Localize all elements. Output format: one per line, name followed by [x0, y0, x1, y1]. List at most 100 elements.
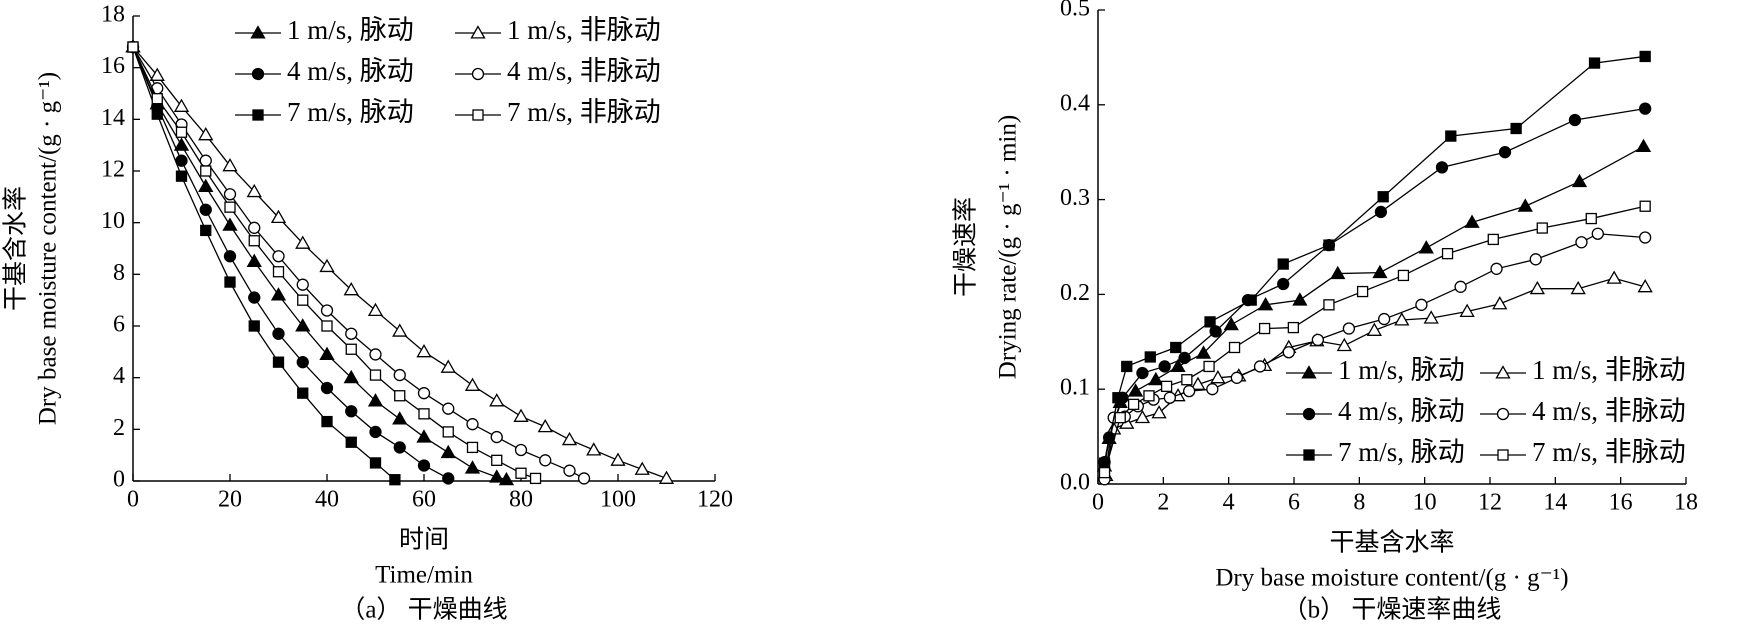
marker [1143, 390, 1155, 402]
marker [246, 183, 262, 198]
marker [295, 235, 311, 249]
legend-marker [1497, 449, 1509, 461]
marker [200, 165, 212, 177]
marker [1342, 322, 1356, 335]
marker [367, 393, 384, 407]
marker [1635, 138, 1652, 153]
marker [222, 217, 238, 231]
marker [1245, 294, 1257, 306]
marker [175, 154, 188, 167]
x-tick-label: 4 [1223, 490, 1235, 516]
x-tick-label: 0 [1092, 490, 1104, 516]
marker [442, 426, 454, 438]
marker [1190, 376, 1206, 390]
marker [442, 402, 455, 415]
marker [1151, 405, 1167, 419]
marker [1378, 312, 1391, 326]
x-tick-label: 0 [127, 487, 139, 513]
marker [1210, 370, 1226, 384]
marker [1203, 360, 1215, 373]
marker [491, 454, 503, 466]
marker [464, 377, 481, 391]
marker [1228, 341, 1241, 354]
marker [1570, 280, 1586, 295]
marker [345, 327, 358, 340]
marker [1606, 270, 1622, 284]
marker [490, 430, 503, 444]
marker [1490, 262, 1503, 275]
marker [1639, 102, 1652, 115]
marker [1257, 297, 1274, 311]
marker [369, 457, 382, 469]
marker [417, 459, 431, 472]
marker [248, 320, 260, 332]
marker [149, 67, 165, 81]
marker [272, 356, 285, 368]
x-tick-label: 20 [218, 487, 242, 513]
marker [1148, 371, 1164, 386]
y-tick-label: 2 [113, 415, 125, 441]
x-tick-label: 10 [1413, 490, 1437, 516]
marker [297, 387, 309, 399]
marker [1258, 322, 1271, 335]
marker [1415, 298, 1428, 311]
marker [1121, 360, 1133, 373]
y-tick-label: 16 [101, 53, 125, 79]
marker [1336, 337, 1352, 352]
marker [272, 327, 285, 340]
y-tick-label: 0.2 [1060, 280, 1090, 306]
marker [127, 41, 139, 53]
marker [173, 98, 190, 112]
marker [248, 235, 260, 247]
marker [343, 282, 359, 296]
marker [246, 253, 262, 267]
marker [272, 266, 285, 278]
marker [1206, 383, 1219, 396]
x-tick-label: 14 [1543, 490, 1567, 516]
y-tick-label: 0.3 [1060, 185, 1090, 211]
marker [1585, 212, 1597, 225]
marker [1182, 384, 1196, 398]
marker [272, 250, 285, 263]
x-axis-label: 干基含水率 [1329, 529, 1454, 557]
marker [295, 318, 311, 332]
y-tick-label: 12 [101, 157, 125, 183]
marker [343, 369, 359, 384]
marker [175, 170, 188, 182]
legend-label: 1 m/s, 非脉动 [507, 15, 661, 45]
marker [1571, 173, 1588, 188]
marker [515, 467, 527, 479]
marker [1287, 321, 1299, 334]
marker [464, 460, 481, 474]
y-tick-label: 6 [113, 312, 125, 338]
marker [1127, 398, 1140, 411]
marker [586, 442, 602, 456]
marker [223, 188, 237, 201]
y-tick-label: 0.1 [1060, 375, 1090, 401]
legend-label: 1 m/s, 脉动 [287, 15, 414, 45]
marker [1204, 316, 1216, 328]
y-tick-label: 18 [101, 2, 125, 28]
legend-marker [1302, 407, 1316, 421]
marker [1170, 358, 1186, 372]
marker [561, 431, 578, 446]
legend-label: 1 m/s, 非脉动 [1532, 355, 1686, 385]
marker [1529, 280, 1545, 295]
x-tick-label: 8 [1353, 490, 1365, 516]
legend-marker [472, 109, 484, 121]
marker [1323, 299, 1335, 311]
marker [1492, 296, 1508, 310]
marker [369, 369, 382, 381]
marker [1323, 239, 1335, 251]
marker [1394, 312, 1410, 326]
marker [1372, 264, 1388, 279]
marker [248, 221, 261, 234]
legend-marker [250, 25, 266, 39]
marker [1536, 222, 1548, 234]
marker [345, 436, 357, 448]
marker [1445, 130, 1457, 142]
marker [577, 472, 591, 485]
y-tick-label: 0 [113, 467, 125, 493]
marker [1223, 316, 1239, 331]
